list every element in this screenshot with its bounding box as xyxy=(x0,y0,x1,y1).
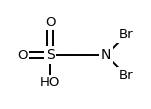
Text: N: N xyxy=(101,48,111,62)
Text: S: S xyxy=(46,48,55,62)
Text: O: O xyxy=(17,49,28,62)
Text: Br: Br xyxy=(119,28,133,41)
Text: Br: Br xyxy=(119,69,133,82)
Text: O: O xyxy=(45,16,55,29)
Text: HO: HO xyxy=(40,77,60,89)
